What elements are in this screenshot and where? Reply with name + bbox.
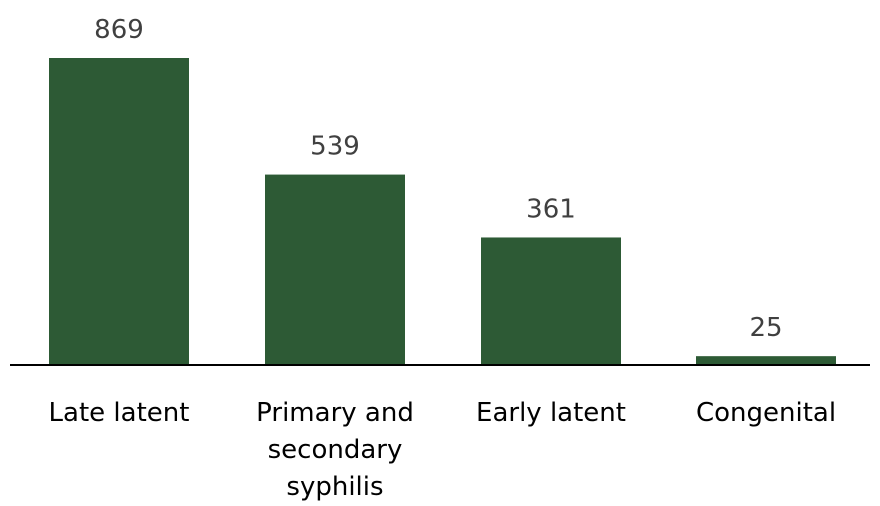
category-label-0: Late latent bbox=[49, 398, 190, 428]
category-labels-group: Late latent Primary and secondary syphilis E… bbox=[49, 398, 837, 502]
value-label-0: 869 bbox=[94, 15, 144, 45]
value-label-3: 25 bbox=[749, 313, 782, 343]
bars-group bbox=[49, 58, 836, 365]
value-label-1: 539 bbox=[310, 132, 360, 162]
bar-2 bbox=[481, 237, 621, 365]
category-label-line: secondary bbox=[268, 435, 403, 465]
category-label-3: Congenital bbox=[696, 398, 836, 428]
value-labels-group: 869 539 361 25 bbox=[94, 15, 782, 343]
category-label-1: Primary and secondary syphilis bbox=[256, 398, 414, 502]
category-label-line: Congenital bbox=[696, 398, 836, 428]
category-label-line: syphilis bbox=[286, 472, 383, 502]
category-label-2: Early latent bbox=[476, 398, 626, 428]
category-label-line: Late latent bbox=[49, 398, 190, 428]
bar-0 bbox=[49, 58, 189, 365]
bar-1 bbox=[265, 174, 405, 365]
category-label-line: Early latent bbox=[476, 398, 626, 428]
value-label-2: 361 bbox=[526, 194, 576, 224]
category-label-line: Primary and bbox=[256, 398, 414, 428]
bar-3 bbox=[696, 356, 836, 365]
